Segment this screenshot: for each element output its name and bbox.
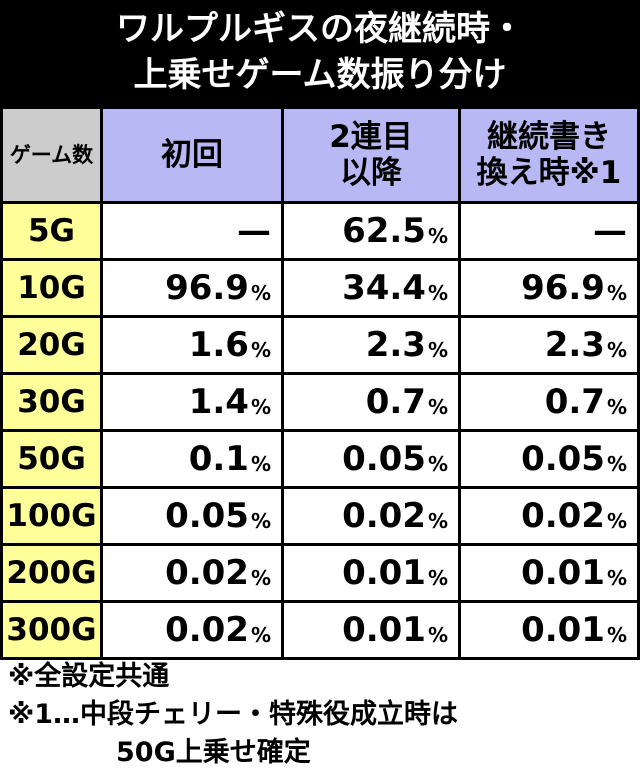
- cell: 0.01%: [284, 603, 458, 657]
- cell-unit: %: [427, 452, 448, 476]
- title-line: ワルプルギスの夜継続時・: [116, 9, 524, 49]
- header-line: 以降: [340, 155, 402, 191]
- cell: 0.7%: [284, 375, 458, 429]
- cell-unit: %: [250, 566, 271, 590]
- cell-unit: %: [606, 623, 627, 647]
- cell: 96.9%: [103, 261, 281, 315]
- cell-unit: %: [427, 623, 448, 647]
- cell-value: 96.9: [521, 268, 605, 308]
- cell: 62.5%: [284, 204, 458, 258]
- cell: 96.9%: [461, 261, 637, 315]
- cell-value: 0.01: [521, 610, 605, 650]
- row-label: 100G: [3, 489, 100, 543]
- cell: 2.3%: [284, 318, 458, 372]
- cell-unit: %: [250, 395, 271, 419]
- header-line: 2連目: [329, 119, 413, 155]
- cell-value: 0.7: [365, 382, 426, 422]
- cell-unit: %: [606, 395, 627, 419]
- notes: ※全設定共通 ※1…中段チェリー・特殊役成立時は 50G上乗せ確定: [8, 658, 458, 772]
- cell: 0.02%: [461, 489, 637, 543]
- cell-value: 0.05: [342, 439, 426, 479]
- cell-value: 1.6: [188, 325, 249, 365]
- column-header: 継続書き 換え時※1: [461, 109, 637, 201]
- cell-unit: %: [606, 338, 627, 362]
- cell-value: 62.5: [342, 211, 426, 251]
- cell-value: —: [593, 211, 627, 251]
- cell-value: 34.4: [342, 268, 426, 308]
- cell: 2.3%: [461, 318, 637, 372]
- table: ゲーム数 初回 2連目 以降 継続書き 換え時※1 5G —62.5% —10G 96.9% 34.…: [0, 106, 640, 660]
- cell-value: 0.7: [544, 382, 605, 422]
- cell-value: 2.3: [365, 325, 426, 365]
- cell-value: 2.3: [544, 325, 605, 365]
- note-line: 50G上乗せ確定: [116, 737, 311, 768]
- cell-unit: %: [250, 338, 271, 362]
- cell-value: 0.01: [521, 553, 605, 593]
- cell-value: 0.05: [521, 439, 605, 479]
- cell: 1.4%: [103, 375, 281, 429]
- cell: 0.01%: [284, 546, 458, 600]
- row-label: 10G: [3, 261, 100, 315]
- cell-unit: %: [250, 623, 271, 647]
- cell-value: 0.05: [165, 496, 249, 536]
- title: ワルプルギスの夜継続時・ 上乗せゲーム数振り分け: [0, 0, 640, 106]
- column-header: 2連目 以降: [284, 109, 458, 201]
- cell-unit: %: [250, 509, 271, 533]
- cell-unit: %: [427, 281, 448, 305]
- cell-unit: %: [427, 395, 448, 419]
- column-header: 初回: [103, 109, 281, 201]
- row-label: 200G: [3, 546, 100, 600]
- row-label: 50G: [3, 432, 100, 486]
- cell: 0.02%: [284, 489, 458, 543]
- header-line: ゲーム数: [9, 143, 94, 167]
- cell: 1.6%: [103, 318, 281, 372]
- cell: —: [461, 204, 637, 258]
- cell-value: 1.4: [188, 382, 249, 422]
- cell-unit: %: [427, 509, 448, 533]
- cell-value: 96.9: [165, 268, 249, 308]
- title-line: 上乗せゲーム数振り分け: [133, 55, 507, 95]
- cell-value: 0.02: [342, 496, 426, 536]
- cell-value: 0.02: [165, 610, 249, 650]
- cell: 0.02%: [103, 546, 281, 600]
- cell-value: 0.02: [165, 553, 249, 593]
- row-label: 30G: [3, 375, 100, 429]
- header-line: 継続書き: [487, 119, 611, 155]
- cell-unit: %: [606, 509, 627, 533]
- cell-value: —: [237, 211, 271, 251]
- cell-unit: %: [427, 338, 448, 362]
- row-label: 5G: [3, 204, 100, 258]
- note-line: ※1…中段チェリー・特殊役成立時は: [8, 699, 459, 730]
- cell: 0.02%: [103, 603, 281, 657]
- cell: 0.05%: [284, 432, 458, 486]
- cell: 0.05%: [103, 489, 281, 543]
- cell: —: [103, 204, 281, 258]
- row-label: 300G: [3, 603, 100, 657]
- cell-unit: %: [606, 452, 627, 476]
- cell: 0.01%: [461, 546, 637, 600]
- cell: 0.01%: [461, 603, 637, 657]
- row-label: 20G: [3, 318, 100, 372]
- cell-unit: %: [606, 281, 627, 305]
- cell-unit: %: [427, 566, 448, 590]
- cell-value: 0.02: [521, 496, 605, 536]
- cell: 34.4%: [284, 261, 458, 315]
- cell: 0.1%: [103, 432, 281, 486]
- header-line: 換え時※1: [476, 155, 622, 191]
- cell-value: 0.01: [342, 610, 426, 650]
- cell: 0.7%: [461, 375, 637, 429]
- cell-unit: %: [250, 452, 271, 476]
- note-line: ※全設定共通: [8, 661, 170, 692]
- cell-unit: %: [250, 281, 271, 305]
- cell-value: 0.1: [188, 439, 249, 479]
- column-header: ゲーム数: [3, 109, 100, 201]
- cell-unit: %: [606, 566, 627, 590]
- cell: 0.05%: [461, 432, 637, 486]
- cell-value: 0.01: [342, 553, 426, 593]
- cell-unit: %: [427, 224, 448, 248]
- header-line: 初回: [161, 137, 223, 173]
